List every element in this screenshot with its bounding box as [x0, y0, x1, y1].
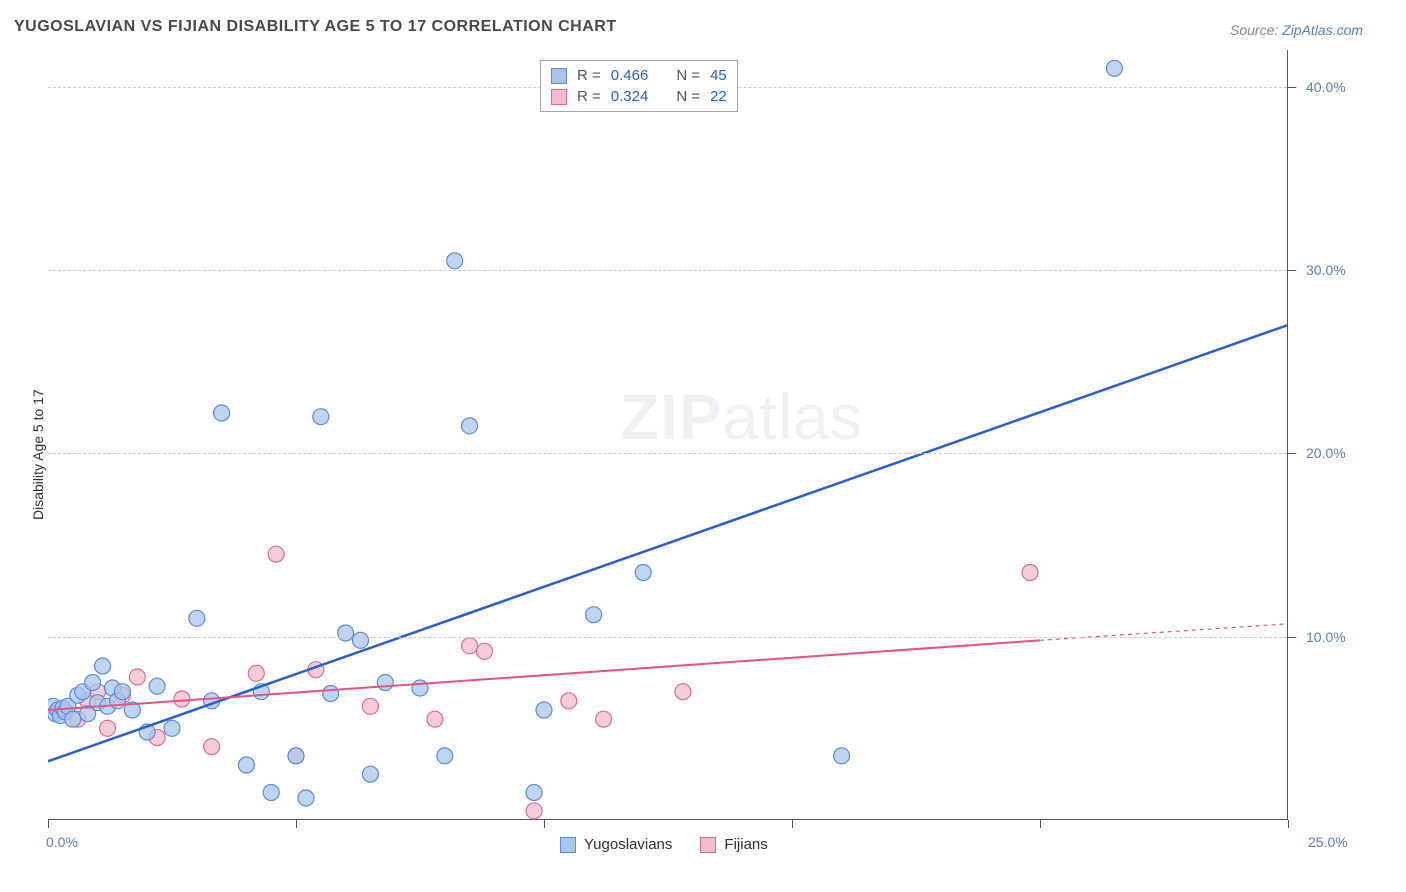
- yugoslavians-point: [65, 711, 81, 727]
- yugoslavians-point: [114, 684, 130, 700]
- fijians-point: [675, 684, 691, 700]
- fijians-point: [427, 711, 443, 727]
- y-tick-label: 30.0%: [1306, 262, 1346, 278]
- swatch-fijians: [551, 89, 567, 105]
- trendline: [1040, 624, 1288, 641]
- yugoslavians-point: [536, 702, 552, 718]
- y-tick-label: 40.0%: [1306, 79, 1346, 95]
- yugoslavians-point: [447, 253, 463, 269]
- fijians-point: [476, 643, 492, 659]
- r-value-fijians: 0.324: [611, 88, 649, 105]
- trendline: [48, 325, 1288, 761]
- y-tick: [1288, 637, 1296, 638]
- r-value-yugoslavians: 0.466: [611, 67, 649, 84]
- legend-stats: R = 0.466 N = 45 R = 0.324 N = 22: [540, 60, 738, 112]
- yugoslavians-point: [238, 757, 254, 773]
- fijians-point: [204, 739, 220, 755]
- fijians-point: [462, 638, 478, 654]
- yugoslavians-point: [164, 720, 180, 736]
- n-value-fijians: 22: [710, 88, 727, 105]
- plot-svg: [48, 50, 1288, 820]
- yugoslavians-point: [214, 405, 230, 421]
- x-tick: [544, 820, 545, 828]
- fijians-point: [129, 669, 145, 685]
- legend-stats-row-yugoslavians: R = 0.466 N = 45: [551, 65, 727, 86]
- source-attribution: Source: ZipAtlas.com: [1230, 22, 1363, 38]
- yugoslavians-point: [462, 418, 478, 434]
- yugoslavians-point: [377, 675, 393, 691]
- swatch-fijians: [700, 837, 716, 853]
- yugoslavians-point: [263, 785, 279, 801]
- yugoslavians-point: [526, 785, 542, 801]
- x-tick-label: 25.0%: [1308, 834, 1348, 850]
- r-label: R =: [577, 67, 601, 84]
- source-label: Source:: [1230, 22, 1282, 38]
- y-tick: [1288, 453, 1296, 454]
- yugoslavians-point: [437, 748, 453, 764]
- fijians-point: [362, 698, 378, 714]
- yugoslavians-point: [323, 686, 339, 702]
- yugoslavians-point: [635, 565, 651, 581]
- legend-label-yugoslavians: Yugoslavians: [584, 836, 672, 853]
- yugoslavians-point: [288, 748, 304, 764]
- fijians-point: [248, 665, 264, 681]
- y-tick: [1288, 87, 1296, 88]
- gridline: [48, 270, 1297, 271]
- yugoslavians-point: [362, 766, 378, 782]
- legend-item-fijians: Fijians: [700, 836, 767, 853]
- y-axis-label: Disability Age 5 to 17: [30, 389, 46, 520]
- x-tick: [1040, 820, 1041, 828]
- y-tick-label: 20.0%: [1306, 445, 1346, 461]
- x-tick-label: 0.0%: [46, 834, 78, 850]
- legend-label-fijians: Fijians: [724, 836, 767, 853]
- yugoslavians-point: [85, 675, 101, 691]
- fijians-point: [526, 803, 542, 819]
- yugoslavians-point: [313, 409, 329, 425]
- x-tick: [1288, 820, 1289, 828]
- x-tick: [48, 820, 49, 828]
- fijians-point: [100, 720, 116, 736]
- yugoslavians-point: [298, 790, 314, 806]
- legend-item-yugoslavians: Yugoslavians: [560, 836, 672, 853]
- source-value: ZipAtlas.com: [1282, 22, 1363, 38]
- gridline: [48, 453, 1297, 454]
- fijians-point: [561, 693, 577, 709]
- yugoslavians-point: [189, 610, 205, 626]
- legend-bottom: Yugoslavians Fijians: [560, 836, 768, 853]
- yugoslavians-point: [412, 680, 428, 696]
- swatch-yugoslavians: [560, 837, 576, 853]
- fijians-point: [268, 546, 284, 562]
- yugoslavians-point: [149, 678, 165, 694]
- fijians-point: [1022, 565, 1038, 581]
- legend-stats-row-fijians: R = 0.324 N = 22: [551, 86, 727, 107]
- n-label: N =: [676, 88, 700, 105]
- yugoslavians-point: [352, 632, 368, 648]
- x-tick: [296, 820, 297, 828]
- n-value-yugoslavians: 45: [710, 67, 727, 84]
- chart-title: YUGOSLAVIAN VS FIJIAN DISABILITY AGE 5 T…: [14, 18, 617, 36]
- gridline: [48, 637, 1297, 638]
- plot-area: ZIPatlas 10.0%20.0%30.0%40.0%0.0%25.0%: [48, 50, 1288, 820]
- y-tick-label: 10.0%: [1306, 629, 1346, 645]
- yugoslavians-point: [834, 748, 850, 764]
- yugoslavians-point: [1106, 60, 1122, 76]
- fijians-point: [174, 691, 190, 707]
- x-tick: [792, 820, 793, 828]
- yugoslavians-point: [95, 658, 111, 674]
- r-label: R =: [577, 88, 601, 105]
- trendline: [48, 640, 1040, 710]
- n-label: N =: [676, 67, 700, 84]
- y-tick: [1288, 270, 1296, 271]
- yugoslavians-point: [586, 607, 602, 623]
- yugoslavians-point: [338, 625, 354, 641]
- fijians-point: [596, 711, 612, 727]
- swatch-yugoslavians: [551, 68, 567, 84]
